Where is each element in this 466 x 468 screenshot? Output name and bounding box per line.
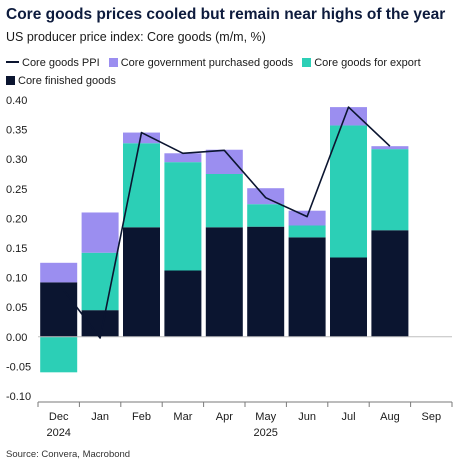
bar-government [288,210,326,226]
x-tick-label: Apr [216,411,233,423]
y-tick-label: 0.00 [6,332,27,344]
bar-government [123,132,160,144]
bar-core-finished [81,310,119,337]
bar-export [330,125,367,258]
bar-government [205,149,243,174]
x-tick-label: May [255,411,276,423]
x-tick-label: Feb [132,411,151,423]
legend-label-core-goods-ppi: Core goods PPI [22,57,100,70]
bar-core-finished [288,237,326,337]
y-tick-label: 0.30 [6,154,27,166]
legend-item-export: Core goods for export [302,54,421,72]
chart-subtitle: US producer price index: Core goods (m/m… [6,30,266,44]
x-tick-label: Jul [341,411,355,423]
bar-export [247,204,285,227]
x-tick-label: Mar [173,411,192,423]
y-tick-label: 0.10 [6,273,27,285]
x-tick-label: Aug [380,411,400,423]
x-year-label: 2025 [253,427,277,439]
y-tick-label: 0.15 [6,243,27,255]
bar-export [123,143,160,228]
bar-core-finished [40,282,78,337]
legend-label-export: Core goods for export [314,57,421,70]
legend-line-swatch [6,61,19,64]
x-tick-label: Jun [298,411,316,423]
bar-government [164,153,202,163]
bar-core-finished [371,230,409,337]
bar-core-finished [164,270,202,337]
bar-core-finished [205,227,243,337]
legend-swatch-export [302,58,312,68]
x-tick-label: Dec [49,411,69,423]
legend-label-government: Core government purchased goods [120,57,294,70]
bar-core-finished [123,227,160,337]
bar-government [40,262,78,283]
y-tick-label: 0.20 [6,213,27,225]
bar-export [288,225,326,238]
bar-government [371,146,409,150]
y-tick-label: -0.10 [6,391,31,403]
bar-export [205,174,243,228]
bar-government [247,188,285,205]
x-year-label: 2024 [46,427,70,439]
y-tick-label: 0.05 [6,302,27,314]
x-tick-label: Jan [91,411,109,423]
legend-item-government: Core government purchased goods [108,54,294,72]
bar-core-finished [330,257,367,337]
bar-export [40,336,78,373]
x-tick-label: Sep [422,411,442,423]
bar-government [330,107,367,126]
chart-title: Core goods prices cooled but remain near… [6,6,446,23]
bar-export [81,252,119,311]
y-tick-label: 0.25 [6,184,27,196]
y-tick-label: 0.40 [6,95,27,107]
legend-item-core-finished: Core finished goods [6,72,116,90]
bar-government [81,212,119,253]
legend-label-core-finished: Core finished goods [18,75,116,88]
bar-export [371,149,409,231]
legend-swatch-core-finished [6,76,15,86]
bar-export [164,162,202,271]
bar-core-finished [247,226,285,337]
legend: Core goods PPI Core government purchased… [6,54,461,90]
y-tick-label: 0.35 [6,125,27,137]
legend-swatch-government [108,58,118,68]
legend-item-core-goods-ppi: Core goods PPI [6,54,100,72]
y-tick-label: -0.05 [6,361,31,373]
source-note: Source: Convera, Macrobond [6,449,131,460]
